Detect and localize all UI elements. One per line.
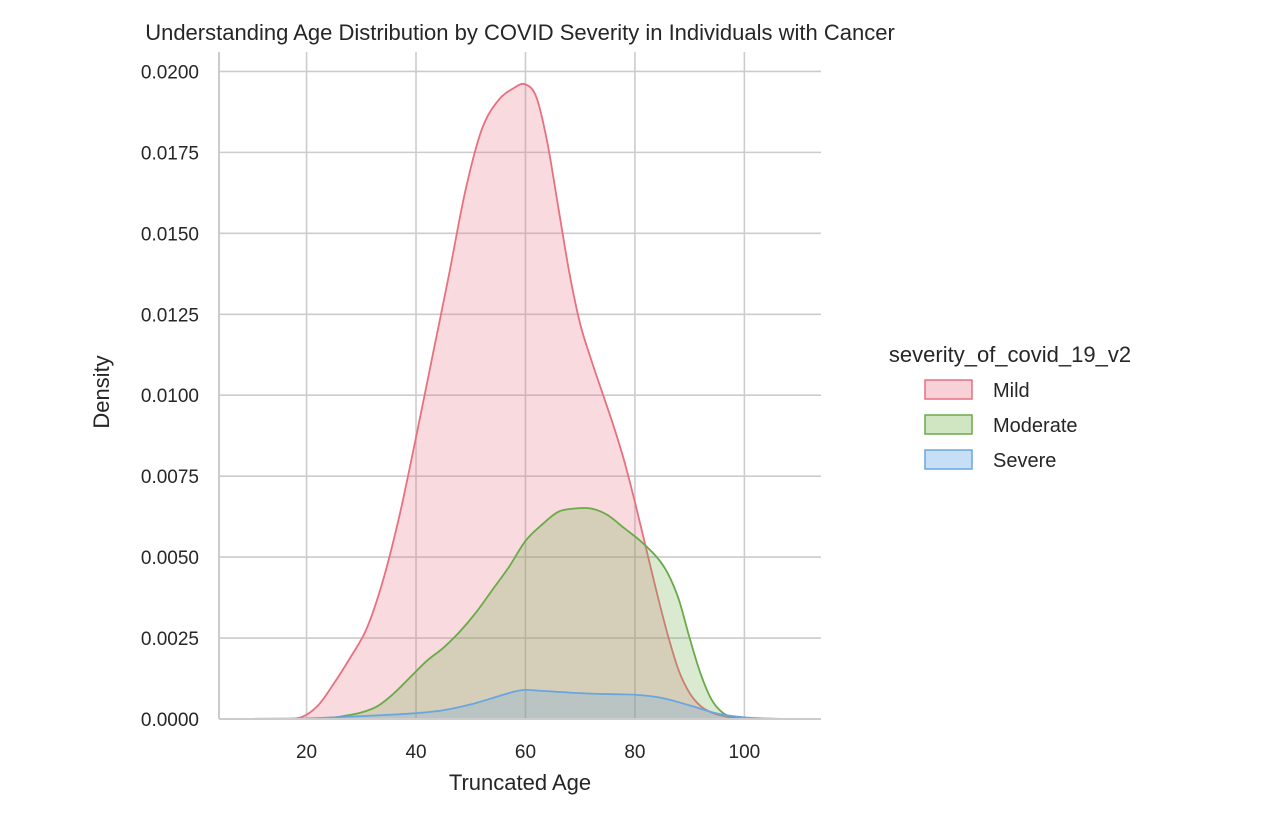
chart-title: Understanding Age Distribution by COVID … [145,20,895,45]
severe-legend-label: Severe [993,450,1056,472]
y-tick-labels: 0.0000 0.0025 0.0050 0.0075 0.0100 0.0125 0.01… [141,62,199,731]
y-tick-label: 0.0100 [141,386,199,407]
y-tick-label: 0.0175 [141,143,199,164]
moderate-legend-label: Moderate [993,415,1078,437]
mild-density-line [224,82,800,720]
moderate-density-fill [224,507,800,719]
moderate-density-line [224,507,800,720]
y-tick-label: 0.0075 [141,467,199,488]
legend: severity_of_covid_19_v2 Mild Moderate Seve… [889,342,1131,472]
axes [218,52,821,720]
x-tick-label: 20 [296,742,317,763]
legend-title: severity_of_covid_19_v2 [889,342,1131,367]
mild-legend-label: Mild [993,380,1030,402]
y-tick-label: 0.0025 [141,629,199,650]
y-tick-label: 0.0000 [141,710,199,731]
y-tick-label: 0.0125 [141,305,199,326]
x-tick-labels: 20 40 60 80 100 [296,742,760,763]
x-tick-label: 40 [405,742,426,763]
mild-density-fill [224,83,800,720]
severe-legend-swatch [924,449,973,470]
mild-legend-swatch [924,379,973,400]
x-tick-label: 100 [729,742,761,763]
severe-density-line [224,688,800,720]
x-tick-label: 60 [515,742,536,763]
density-areas [224,82,800,720]
x-tick-label: 80 [624,742,645,763]
y-axis-label: Density [89,355,114,428]
y-tick-label: 0.0150 [141,224,199,245]
y-tick-label: 0.0050 [141,548,199,569]
x-axis-label: Truncated Age [449,770,591,795]
y-tick-label: 0.0200 [141,62,199,83]
moderate-legend-swatch [924,414,973,435]
